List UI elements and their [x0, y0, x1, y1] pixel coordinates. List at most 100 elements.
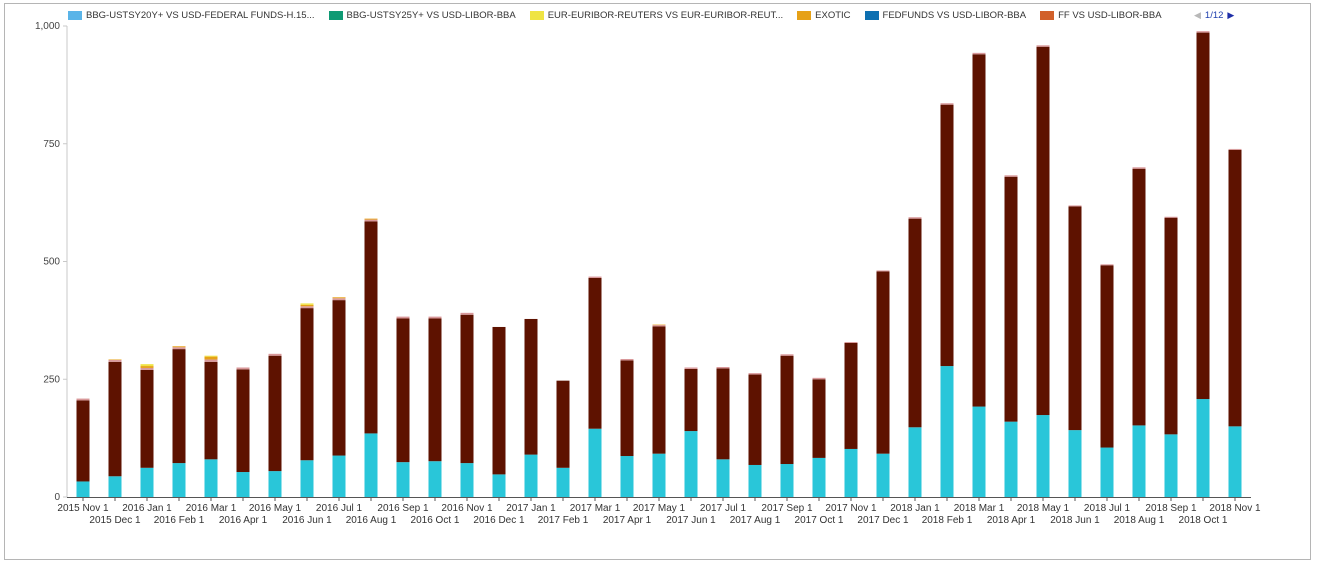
x-tick-label: 2018 Jul 1 [1084, 503, 1131, 514]
bar-segment [524, 454, 538, 497]
bar-segment [428, 461, 442, 497]
bar-segment [652, 325, 666, 327]
bar-segment [332, 297, 346, 299]
x-tick-label: 2018 Oct 1 [1179, 515, 1228, 526]
bar-segment [364, 219, 378, 222]
bar-segment [300, 460, 314, 497]
bar-segment [780, 464, 794, 497]
x-tick-label: 2016 Sep 1 [377, 503, 429, 514]
x-tick-label: 2018 Feb 1 [922, 515, 973, 526]
legend-page-indicator: 1/12 [1204, 10, 1224, 21]
bar-segment [492, 474, 506, 497]
bar-segment [748, 373, 762, 375]
bar-segment [172, 463, 186, 497]
bar-segment [748, 464, 762, 497]
legend-swatch [68, 11, 82, 20]
legend-swatch [864, 11, 879, 20]
bar-segment [844, 342, 858, 343]
bar-segment [140, 364, 154, 367]
x-tick-label: 2018 Nov 1 [1209, 503, 1261, 514]
bar-segment [364, 433, 378, 497]
bar-segment [236, 367, 250, 370]
legend-swatch [797, 11, 812, 20]
bar-segment [364, 221, 378, 434]
bar-segment [1196, 399, 1210, 497]
chart-legend: BBG-USTSY20Y+ VS USD-FEDERAL FUNDS-H.15.… [68, 10, 1176, 24]
legend-item[interactable]: EXOTIC [797, 10, 851, 21]
x-tick-label: 2017 Jul 1 [700, 503, 747, 514]
legend-item[interactable]: FEDFUNDS VS USD-LIBOR-BBA [864, 10, 1026, 21]
x-tick-label: 2017 Jan 1 [506, 503, 556, 514]
x-tick-label: 2018 May 1 [1017, 503, 1070, 514]
legend-swatch [529, 11, 544, 20]
y-tick-label: 250 [43, 374, 60, 385]
legend-item[interactable]: EUR-EURIBOR-REUTERS VS EUR-EURIBOR-REUT.… [529, 10, 783, 21]
bar-segment [1132, 425, 1146, 497]
bar-segment [972, 54, 986, 407]
bar-segment [428, 318, 442, 462]
bar-segment [332, 298, 346, 301]
bar-segment [268, 355, 282, 472]
bar-segment [556, 380, 570, 468]
bar-segment [1100, 265, 1114, 448]
bar-segment [268, 353, 282, 356]
bar-segment [1004, 421, 1018, 497]
x-tick-label: 2016 Apr 1 [219, 515, 268, 526]
bar-segment [1100, 264, 1114, 266]
bar-segment [780, 354, 794, 356]
bar-segment [108, 476, 122, 497]
x-tick-label: 2017 Sep 1 [761, 503, 813, 514]
bar-segment [1228, 149, 1242, 427]
x-tick-label: 2017 Jun 1 [666, 515, 716, 526]
bar-segment [940, 366, 954, 497]
x-tick-label: 2017 Feb 1 [538, 515, 589, 526]
bar-segment [716, 459, 730, 497]
bar-segment [268, 471, 282, 497]
legend-label: BBG-USTSY25Y+ VS USD-LIBOR-BBA [346, 10, 516, 21]
bar-segment [908, 217, 922, 219]
legend-swatch [1040, 11, 1055, 20]
bar-segment [716, 368, 730, 460]
bar-segment [812, 377, 826, 380]
legend-swatch [328, 11, 343, 20]
bar-segment [396, 316, 410, 319]
bar-segment [460, 314, 474, 464]
bar-segment [620, 360, 634, 457]
bar-segment [588, 428, 602, 497]
bar-segment [972, 52, 986, 55]
x-tick-label: 2016 Jan 1 [122, 503, 172, 514]
legend-item[interactable]: BBG-USTSY25Y+ VS USD-LIBOR-BBA [328, 10, 516, 21]
bar-segment [76, 400, 90, 482]
bar-segment [588, 277, 602, 429]
legend-label: EXOTIC [815, 10, 851, 21]
bar-segment [940, 103, 954, 105]
legend-item[interactable]: BBG-USTSY20Y+ VS USD-FEDERAL FUNDS-H.15.… [68, 10, 315, 21]
bar-segment [588, 276, 602, 278]
x-tick-label: 2017 May 1 [633, 503, 686, 514]
bar-segment [940, 104, 954, 367]
bar-segment [1036, 415, 1050, 497]
bar-segment [1004, 176, 1018, 422]
bar-segment [524, 318, 538, 455]
bar-segment [1164, 217, 1178, 435]
triangle-right-icon[interactable]: ▶ [1227, 10, 1235, 20]
bar-segment [556, 467, 570, 497]
bar-segment [332, 455, 346, 497]
bar-segment [204, 355, 218, 357]
triangle-left-icon[interactable]: ◀ [1194, 10, 1201, 20]
bar-segment [876, 271, 890, 454]
bar-segment [236, 472, 250, 497]
x-tick-label: 2017 Nov 1 [825, 503, 877, 514]
x-tick-label: 2016 Dec 1 [473, 515, 525, 526]
x-tick-label: 2016 Nov 1 [441, 503, 493, 514]
bar-segment [652, 324, 666, 326]
bar-segment [108, 361, 122, 477]
bar-segment [396, 462, 410, 497]
bar-segment [76, 398, 90, 401]
bar-segment [300, 306, 314, 309]
bar-segment [172, 349, 186, 464]
x-tick-label: 2015 Dec 1 [89, 515, 141, 526]
legend-item[interactable]: FF VS USD-LIBOR-BBA [1040, 10, 1162, 21]
bar-segment [1068, 430, 1082, 497]
bar-segment [108, 359, 122, 360]
